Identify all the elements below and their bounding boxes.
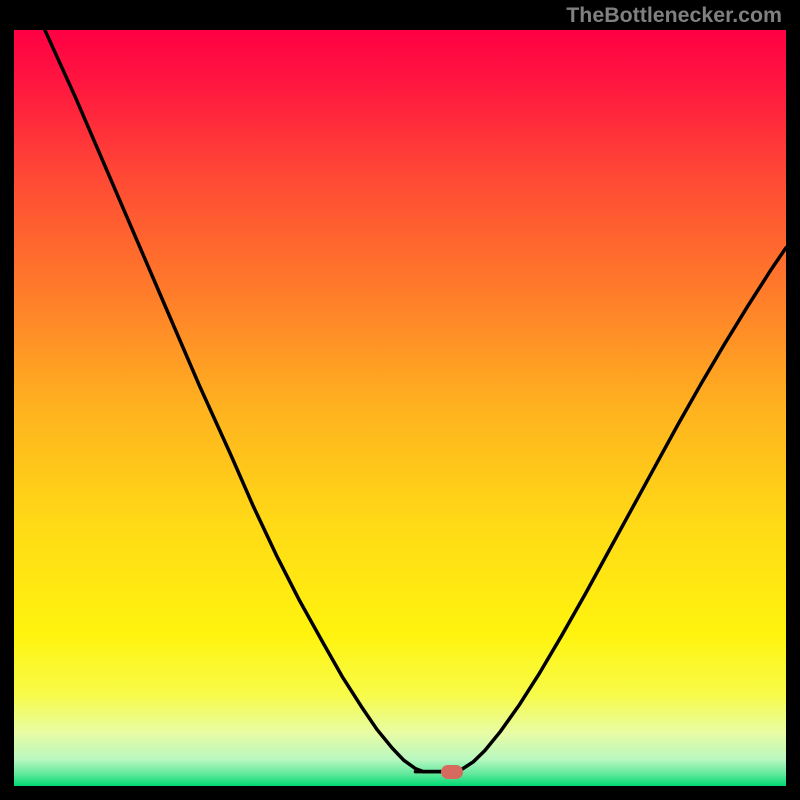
plot-area [14,30,786,786]
heat-gradient-background [14,30,786,786]
frame-border-bottom [0,786,800,800]
frame-border-left [0,0,14,800]
watermark-text: TheBottlenecker.com [566,3,782,28]
frame-border-right [786,0,800,800]
optimal-point-marker [441,765,463,779]
